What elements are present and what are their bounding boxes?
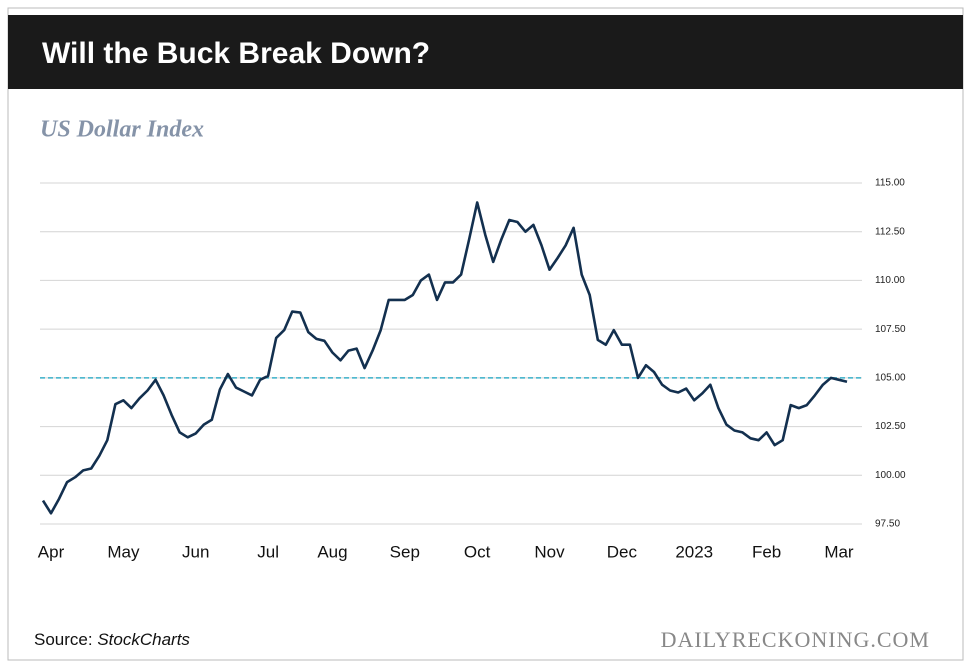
title-band xyxy=(8,15,963,89)
y-tick-label: 115.00 xyxy=(875,178,905,189)
x-tick-label: 2023 xyxy=(675,542,713,561)
x-tick-label: Oct xyxy=(464,542,491,561)
x-tick-label: Feb xyxy=(752,542,781,561)
chart-title: Will the Buck Break Down? xyxy=(42,37,430,70)
x-tick-label: Jun xyxy=(182,542,209,561)
x-tick-label: Apr xyxy=(38,542,65,561)
x-tick-label: Aug xyxy=(317,542,347,561)
x-tick-label: May xyxy=(107,542,140,561)
source-name: StockCharts xyxy=(97,630,190,649)
card xyxy=(7,7,964,661)
y-tick-label: 100.00 xyxy=(875,470,906,481)
y-tick-label: 112.50 xyxy=(875,226,905,237)
y-tick-label: 102.50 xyxy=(875,421,906,432)
x-tick-label: Sep xyxy=(390,542,420,561)
y-tick-label: 97.50 xyxy=(875,519,900,530)
x-tick-label: Jul xyxy=(257,542,279,561)
y-tick-label: 110.00 xyxy=(875,275,905,286)
brand: DAILYRECKONING.COM xyxy=(661,627,930,652)
source: Source: StockCharts xyxy=(34,630,190,649)
x-tick-label: Dec xyxy=(607,542,638,561)
source-label: Source: xyxy=(34,630,93,649)
x-tick-label: Mar xyxy=(824,542,854,561)
line-series xyxy=(41,201,848,515)
chart-subtitle: US Dollar Index xyxy=(40,117,204,143)
x-tick-label: Nov xyxy=(534,542,565,561)
y-tick-label: 105.00 xyxy=(875,372,906,383)
y-tick-label: 107.50 xyxy=(875,324,906,335)
